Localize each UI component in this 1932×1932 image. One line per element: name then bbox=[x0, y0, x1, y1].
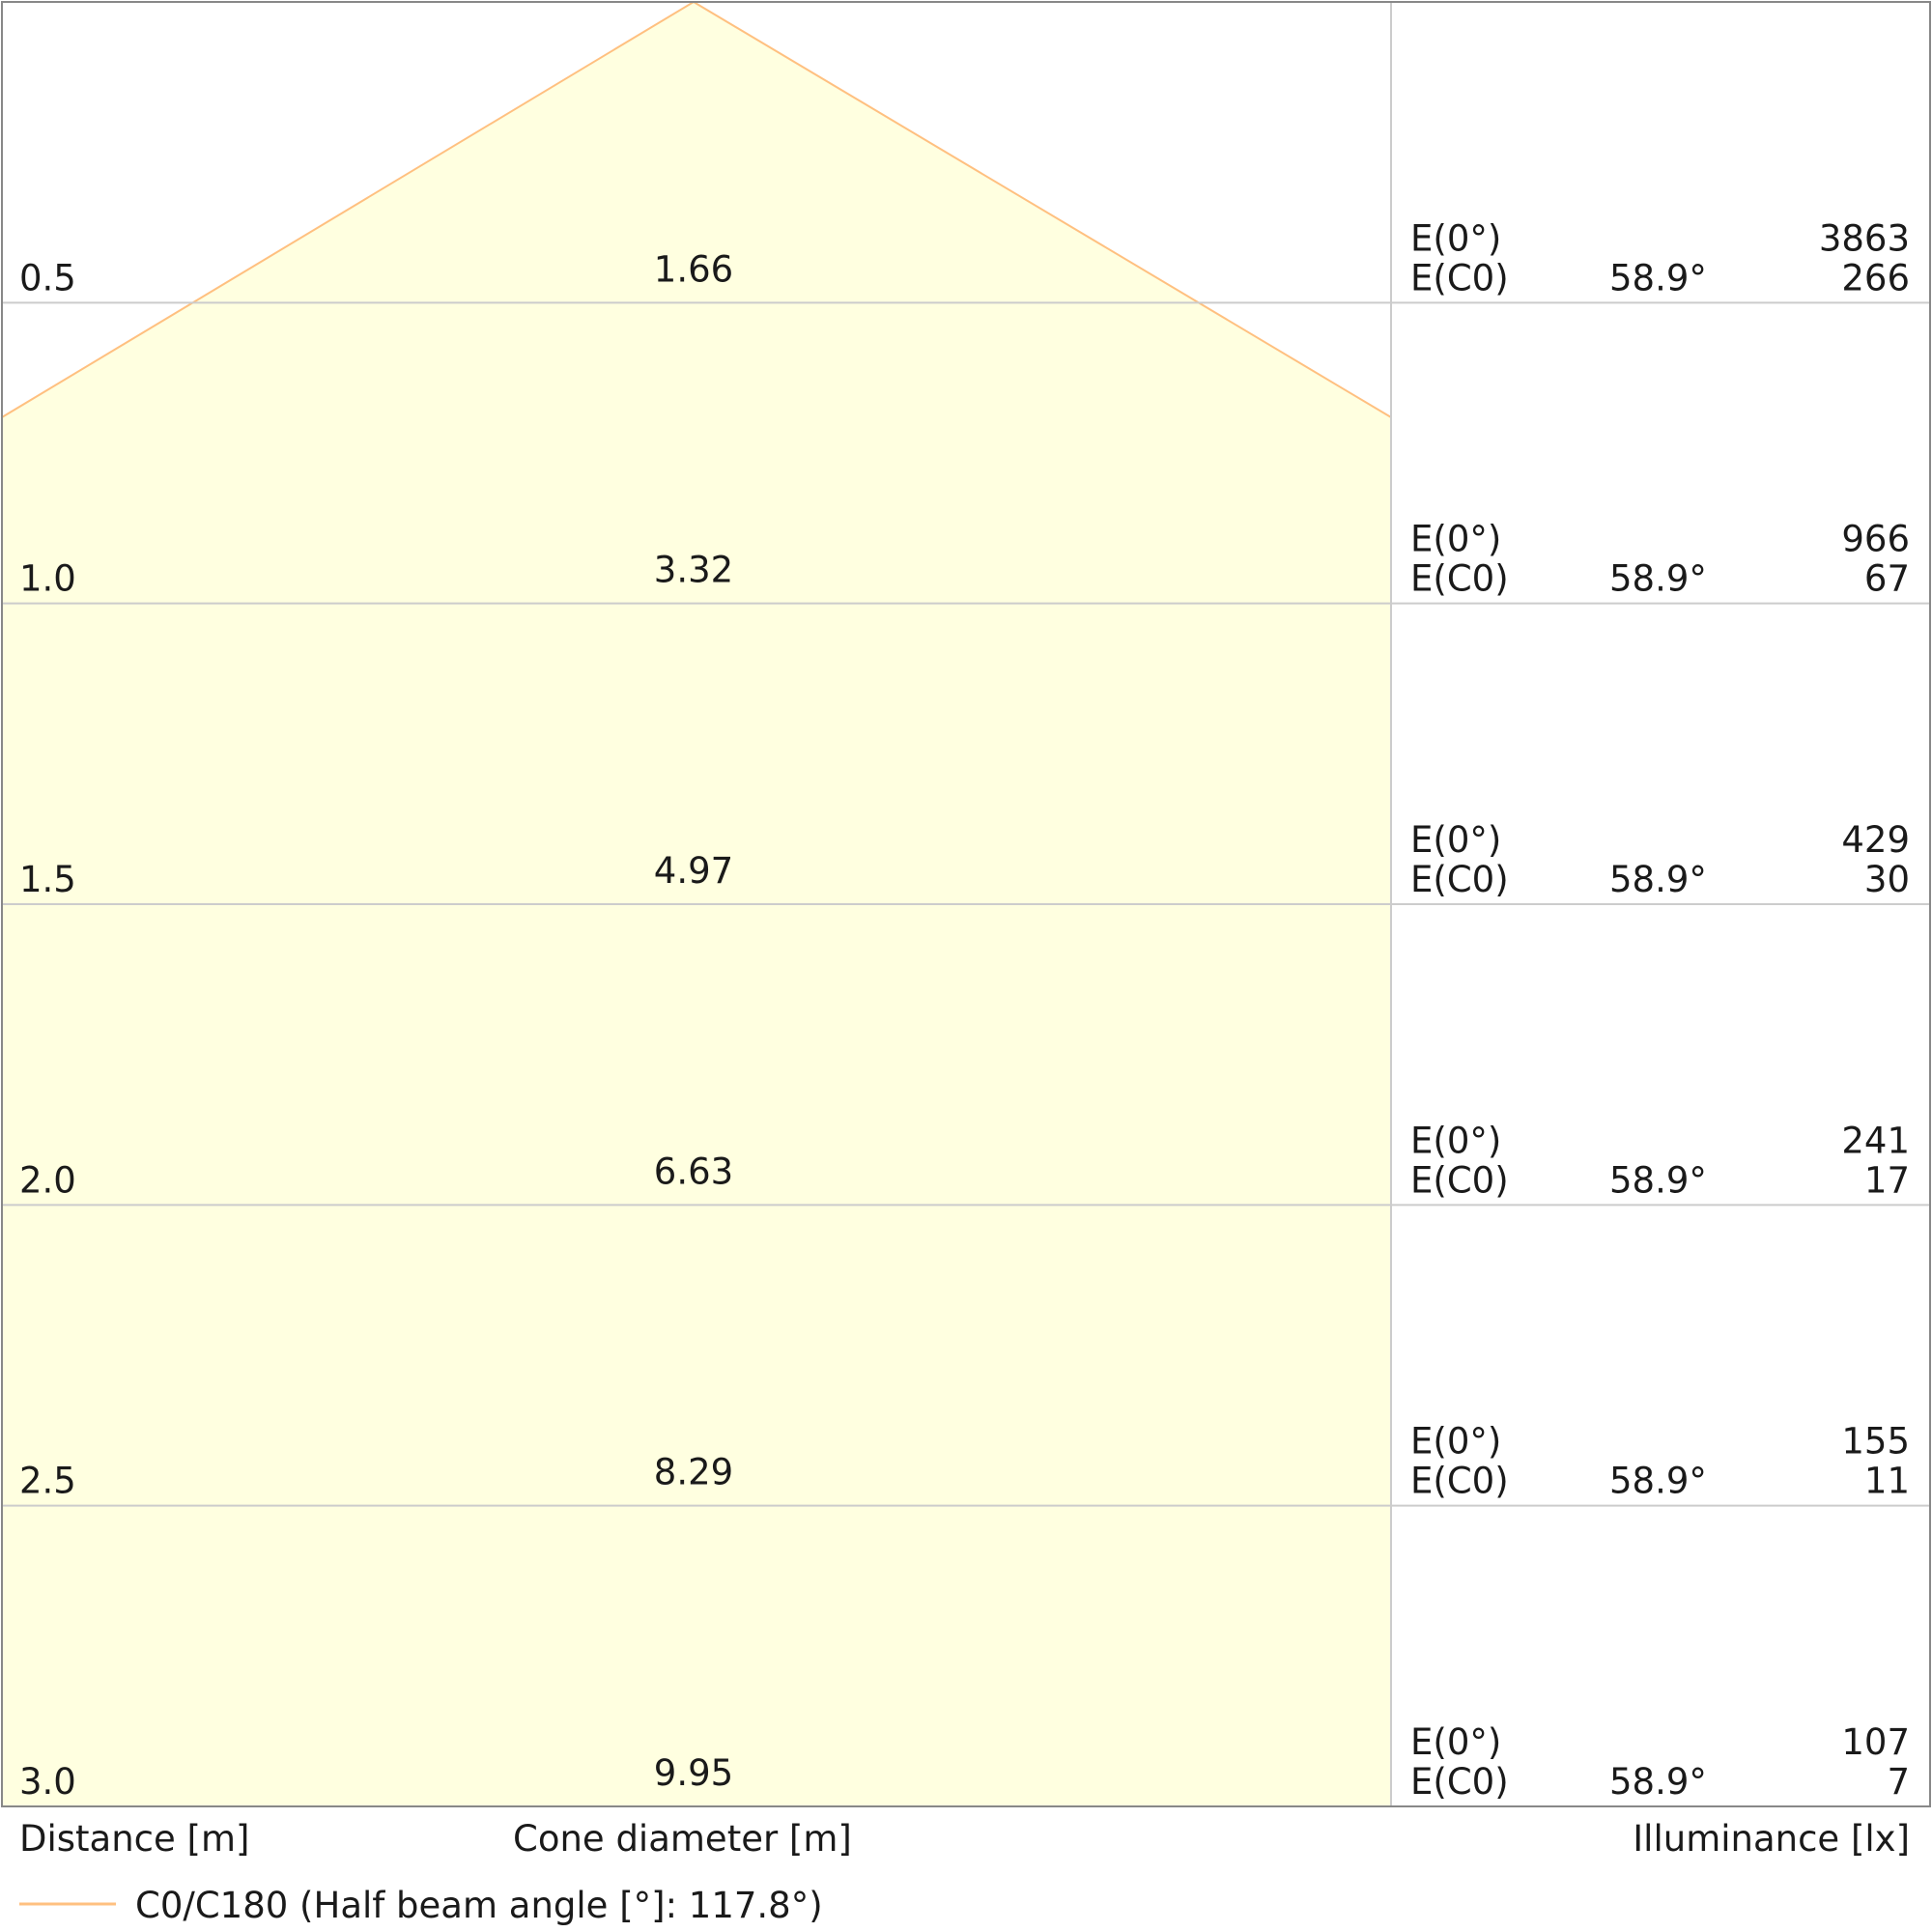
e0-value: 155 bbox=[1841, 1421, 1910, 1463]
ec0-value: 30 bbox=[1864, 859, 1910, 900]
cone-diameter-label: 3.32 bbox=[654, 550, 733, 591]
ec0-label: E(C0) bbox=[1410, 1761, 1509, 1803]
distance-label: 0.5 bbox=[19, 257, 76, 298]
angle-label: 58.9° bbox=[1609, 1761, 1707, 1803]
cone-diameter-label: 4.97 bbox=[654, 850, 733, 892]
distance-label: 1.0 bbox=[19, 558, 76, 600]
xlabel-illuminance: Illuminance [lx] bbox=[1633, 1818, 1910, 1860]
ec0-label: E(C0) bbox=[1410, 558, 1509, 600]
e0-label: E(0°) bbox=[1410, 217, 1501, 259]
angle-label: 58.9° bbox=[1609, 558, 1707, 600]
xlabel-distance: Distance [m] bbox=[19, 1818, 249, 1860]
e0-label: E(0°) bbox=[1410, 1721, 1501, 1763]
legend-label: C0/C180 (Half beam angle [°]: 117.8°) bbox=[135, 1885, 823, 1926]
e0-value: 241 bbox=[1841, 1120, 1910, 1161]
ec0-value: 7 bbox=[1887, 1761, 1910, 1803]
angle-label: 58.9° bbox=[1609, 859, 1707, 900]
distance-label: 2.5 bbox=[19, 1461, 76, 1502]
e0-label: E(0°) bbox=[1410, 1421, 1501, 1463]
angle-label: 58.9° bbox=[1609, 257, 1707, 298]
cone-diameter-label: 8.29 bbox=[654, 1452, 733, 1493]
angle-label: 58.9° bbox=[1609, 1159, 1707, 1201]
chart-border bbox=[1, 1, 1931, 1807]
cone-diameter-label: 9.95 bbox=[654, 1752, 733, 1794]
ec0-value: 67 bbox=[1864, 558, 1910, 600]
ec0-value: 266 bbox=[1841, 257, 1910, 298]
distance-label: 2.0 bbox=[19, 1159, 76, 1201]
ec0-value: 17 bbox=[1864, 1159, 1910, 1201]
cone-diameter-label: 6.63 bbox=[654, 1151, 733, 1192]
ec0-value: 11 bbox=[1864, 1461, 1910, 1502]
e0-value: 107 bbox=[1841, 1721, 1910, 1763]
ec0-label: E(C0) bbox=[1410, 1461, 1509, 1502]
ec0-label: E(C0) bbox=[1410, 859, 1509, 900]
ec0-label: E(C0) bbox=[1410, 257, 1509, 298]
cone-diameter-label: 1.66 bbox=[654, 248, 733, 290]
e0-label: E(0°) bbox=[1410, 1120, 1501, 1161]
ec0-label: E(C0) bbox=[1410, 1159, 1509, 1201]
e0-label: E(0°) bbox=[1410, 519, 1501, 560]
e0-value: 3863 bbox=[1819, 217, 1910, 259]
e0-value: 966 bbox=[1841, 519, 1910, 560]
e0-label: E(0°) bbox=[1410, 819, 1501, 861]
angle-label: 58.9° bbox=[1609, 1461, 1707, 1502]
xlabel-cone-diameter: Cone diameter [m] bbox=[513, 1818, 852, 1860]
distance-label: 1.5 bbox=[19, 859, 76, 900]
distance-label: 3.0 bbox=[19, 1761, 76, 1803]
e0-value: 429 bbox=[1841, 819, 1910, 861]
